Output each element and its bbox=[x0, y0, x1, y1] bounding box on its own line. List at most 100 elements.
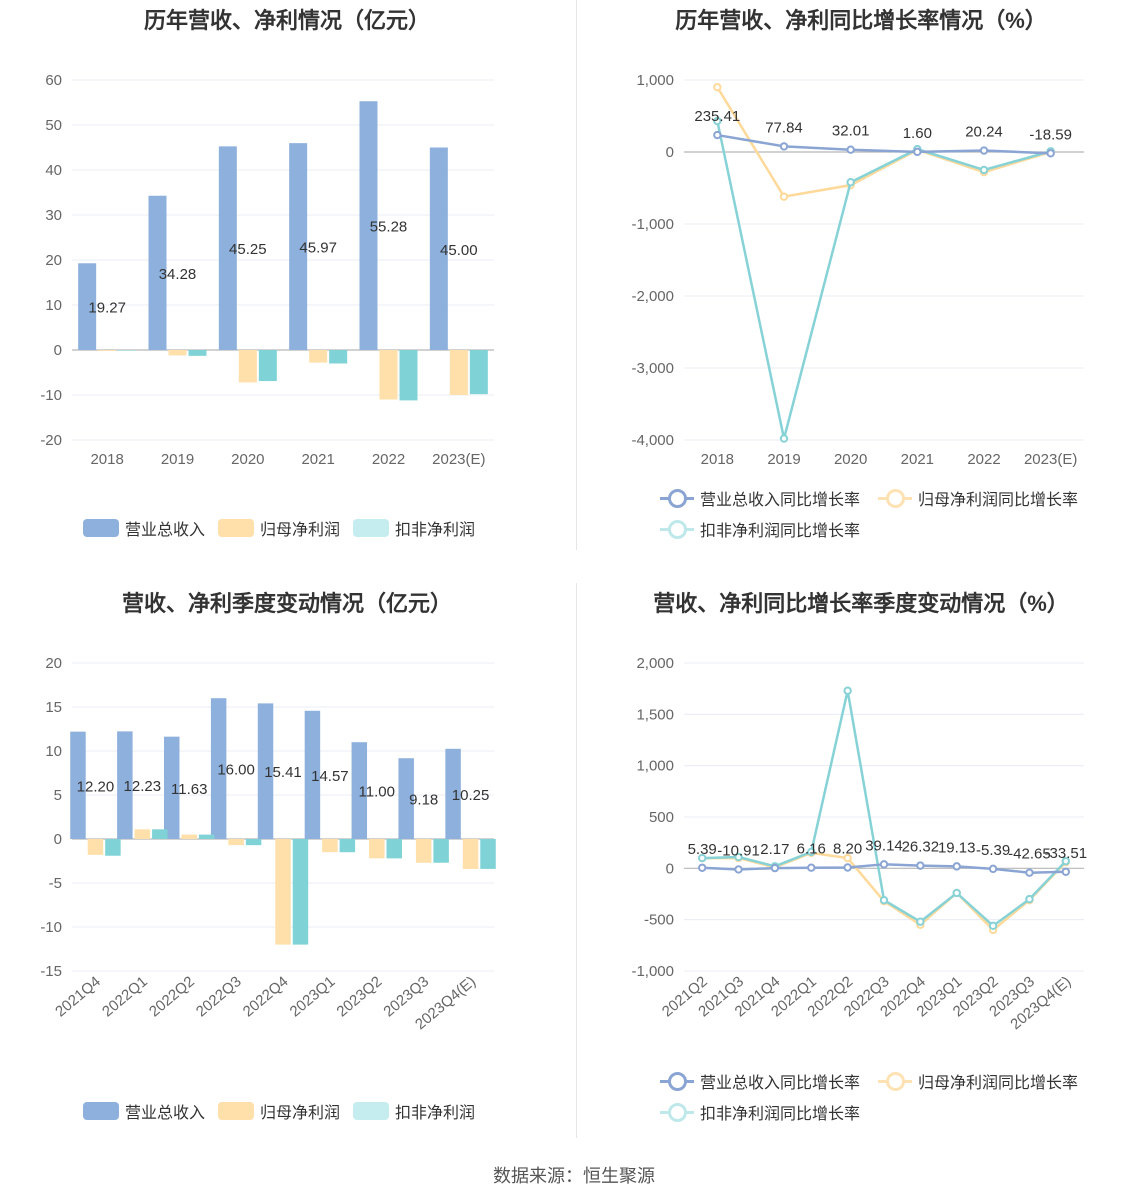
legend-label: 扣非净利润同比增长率 bbox=[700, 1106, 861, 1123]
y-tick-label: 0 bbox=[666, 860, 674, 877]
data-label: 235.41 bbox=[694, 108, 740, 125]
y-tick-label: -500 bbox=[644, 912, 674, 929]
bar bbox=[188, 350, 207, 356]
x-tick-label: 2022Q2 bbox=[146, 973, 198, 1020]
x-tick-label: 2023(E) bbox=[1024, 451, 1077, 468]
y-tick-label: 2,000 bbox=[636, 655, 674, 672]
data-point bbox=[713, 83, 722, 92]
x-tick-label: 2021 bbox=[901, 451, 934, 468]
bar bbox=[289, 143, 308, 350]
bar bbox=[152, 829, 168, 839]
data-point bbox=[779, 142, 789, 151]
bar bbox=[258, 350, 277, 382]
legend-item-deducted-growth[interactable]: 扣非净利润同比增长率 bbox=[660, 1100, 860, 1124]
y-tick-label: 40 bbox=[45, 162, 62, 179]
data-point bbox=[734, 852, 743, 862]
chart-title: 历年营收、净利同比增长率情况（%） bbox=[675, 8, 1047, 33]
y-tick-label: 1,000 bbox=[636, 758, 674, 775]
bar bbox=[228, 839, 244, 846]
legend-item-deducted-profit[interactable]: 扣非净利润 bbox=[353, 516, 475, 540]
data-label: 8.20 bbox=[833, 840, 862, 857]
vertical-divider-lower bbox=[576, 583, 577, 1138]
legend-item-net-profit[interactable]: 归母净利润 bbox=[218, 1099, 340, 1123]
bar bbox=[238, 350, 257, 383]
data-label: 34.28 bbox=[159, 266, 197, 283]
vertical-divider bbox=[576, 0, 577, 550]
chart-title: 营收、净利同比增长率季度变动情况（%） bbox=[653, 591, 1069, 616]
y-tick-label: -1,000 bbox=[631, 963, 674, 980]
legend-item-deducted-profit[interactable]: 扣非净利润 bbox=[353, 1099, 475, 1123]
legend-item-net-profit[interactable]: 归母净利润 bbox=[218, 516, 340, 540]
data-point bbox=[713, 130, 722, 140]
y-tick-label: 10 bbox=[45, 297, 62, 314]
bar bbox=[117, 731, 133, 839]
x-tick-label: 2021 bbox=[301, 451, 334, 468]
bar bbox=[87, 839, 104, 855]
data-label: 5.39 bbox=[688, 841, 717, 858]
y-tick-label: -10 bbox=[40, 919, 62, 936]
data-label: 12.23 bbox=[124, 778, 162, 795]
data-point bbox=[807, 863, 816, 872]
data-label: -42.65 bbox=[1008, 846, 1051, 863]
y-tick-label: 30 bbox=[45, 207, 62, 224]
x-tick-label: 2020 bbox=[231, 451, 264, 468]
legend-label: 归母净利润 bbox=[260, 522, 341, 539]
y-tick-label: 5 bbox=[54, 787, 62, 804]
y-tick-label: 0 bbox=[666, 144, 674, 161]
legend-item-revenue-growth[interactable]: 营业总收入同比增长率 bbox=[660, 1069, 860, 1093]
data-point bbox=[770, 863, 780, 873]
data-point bbox=[1061, 856, 1071, 866]
data-label: 2.17 bbox=[760, 841, 789, 858]
data-label: 12.20 bbox=[77, 778, 115, 795]
x-tick-label: 2023Q1 bbox=[287, 973, 339, 1020]
data-label: 9.18 bbox=[409, 792, 438, 809]
data-label: 14.57 bbox=[311, 768, 349, 785]
legend-item-revenue[interactable]: 营业总收入 bbox=[83, 516, 205, 540]
data-label: 1.60 bbox=[903, 125, 932, 142]
y-tick-label: 60 bbox=[45, 72, 62, 89]
bar bbox=[245, 839, 262, 846]
x-tick-label: 2018 bbox=[90, 451, 123, 468]
data-label: 45.00 bbox=[440, 242, 478, 259]
legend-swatch bbox=[353, 519, 389, 537]
legend-swatch bbox=[218, 1102, 254, 1120]
y-tick-label: 1,500 bbox=[636, 706, 674, 723]
legend: 营业总收入同比增长率 归母净利润同比增长率 扣非净利润同比增长率 bbox=[574, 1069, 1148, 1129]
y-tick-label: -20 bbox=[40, 432, 62, 449]
bar bbox=[275, 839, 291, 945]
data-point bbox=[1061, 867, 1071, 876]
legend-label: 归母净利润 bbox=[260, 1105, 341, 1122]
data-label: 39.14 bbox=[865, 837, 903, 854]
bar bbox=[433, 839, 449, 863]
legend-label: 归母净利润同比增长率 bbox=[918, 492, 1079, 509]
legend: 营业总收入 归母净利润 扣非净利润 bbox=[0, 1099, 574, 1129]
y-tick-label: -10 bbox=[40, 387, 62, 404]
data-point bbox=[1046, 149, 1055, 158]
data-point bbox=[713, 116, 722, 126]
legend-item-revenue[interactable]: 营业总收入 bbox=[83, 1099, 205, 1123]
x-tick-label: 2022Q1 bbox=[99, 973, 151, 1020]
legend-item-net-profit-growth[interactable]: 归母净利润同比增长率 bbox=[878, 1069, 1078, 1093]
legend: 营业总收入同比增长率 归母净利润同比增长率 扣非净利润同比增长率 bbox=[574, 486, 1148, 546]
x-tick-label: 2022 bbox=[372, 451, 405, 468]
data-point bbox=[916, 917, 925, 926]
data-label: 55.28 bbox=[370, 219, 408, 236]
legend-label: 营业总收入 bbox=[125, 1105, 206, 1122]
y-tick-label: 50 bbox=[45, 117, 62, 134]
bar bbox=[429, 147, 448, 350]
legend: 营业总收入 归母净利润 扣非净利润 bbox=[0, 516, 574, 546]
y-tick-label: 500 bbox=[649, 809, 674, 826]
legend-swatch bbox=[878, 1072, 912, 1091]
x-tick-label: 2020 bbox=[834, 451, 867, 468]
legend-item-revenue-growth[interactable]: 营业总收入同比增长率 bbox=[660, 486, 860, 510]
legend-item-net-profit-growth[interactable]: 归母净利润同比增长率 bbox=[878, 486, 1078, 510]
y-tick-label: -1,000 bbox=[631, 216, 674, 233]
chart-title: 营收、净利季度变动情况（亿元） bbox=[121, 591, 452, 616]
bar bbox=[148, 195, 167, 350]
bar bbox=[415, 839, 432, 863]
legend-item-deducted-growth[interactable]: 扣非净利润同比增长率 bbox=[660, 517, 860, 541]
series-line bbox=[717, 133, 1051, 155]
data-label: 77.84 bbox=[765, 119, 803, 136]
quarterly-growth-panel: 营收、净利同比增长率季度变动情况（%） 2,000 1,500 1,000 500 0 -… bbox=[574, 583, 1148, 1166]
annual-amount-chart: 60 50 40 30 20 10 0 -10 -20 2018 2019 2020 2021 2022 2… bbox=[40, 72, 494, 468]
